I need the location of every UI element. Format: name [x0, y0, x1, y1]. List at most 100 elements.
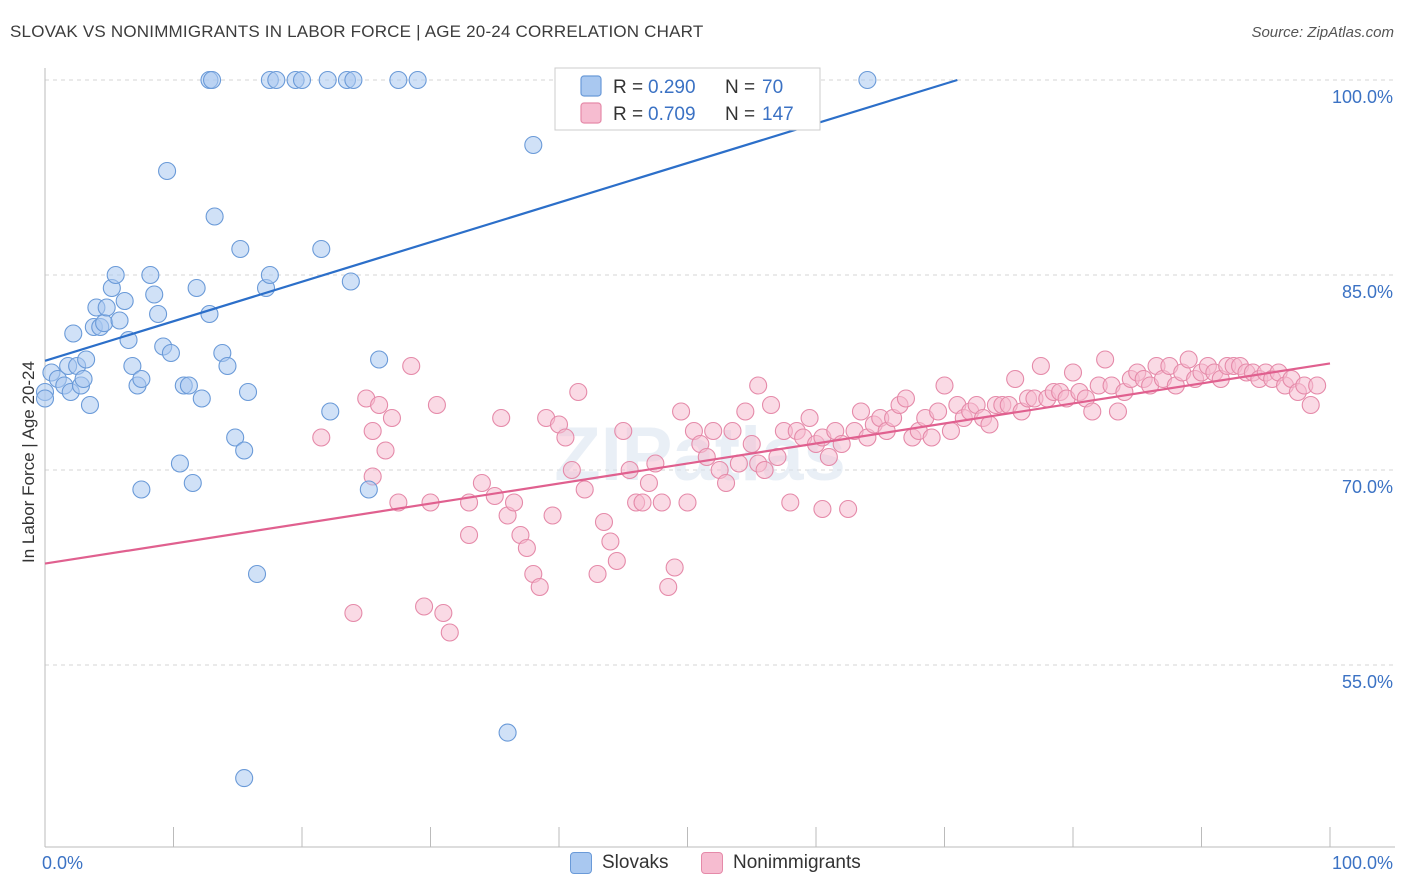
data-point: [742, 434, 761, 454]
data-point: [179, 376, 198, 395]
y-tick-labels: 100.0% 85.0% 70.0% 55.0%: [1332, 87, 1393, 692]
data-point: [267, 70, 286, 90]
data-point: [344, 603, 363, 623]
nonimmigrants-trend-line: [44, 362, 1331, 565]
data-point: [1308, 376, 1327, 395]
data-point: [434, 603, 453, 623]
legend-n-label: N =: [725, 77, 755, 98]
slovaks-points: [35, 70, 877, 788]
data-point: [321, 402, 340, 421]
data-point: [183, 473, 202, 493]
data-point: [517, 538, 536, 558]
data-point: [800, 408, 819, 428]
data-point: [459, 525, 479, 545]
data-point: [524, 135, 543, 155]
legend-swatch: [580, 102, 602, 124]
data-point: [132, 480, 151, 499]
axes: [44, 68, 1395, 848]
data-point: [652, 493, 671, 512]
data-point: [665, 558, 684, 577]
data-point: [736, 402, 755, 421]
data-point: [35, 389, 55, 408]
data-point: [614, 421, 633, 441]
data-point: [697, 447, 716, 467]
data-point: [543, 506, 562, 525]
data-point: [238, 382, 258, 402]
data-point: [1108, 402, 1128, 421]
y-tick-label: 70.0%: [1342, 477, 1393, 497]
data-point: [594, 512, 614, 532]
x-tick-label: 100.0%: [1332, 853, 1393, 873]
data-point: [231, 239, 250, 259]
nonimmigrants-swatch: [701, 852, 723, 874]
data-point: [235, 441, 254, 460]
data-point: [80, 395, 100, 415]
data-point: [363, 421, 382, 441]
data-point: [97, 298, 116, 317]
data-point: [440, 623, 459, 642]
data-point: [64, 324, 83, 343]
data-point: [158, 161, 177, 181]
y-axis-label: In Labor Force | Age 20-24: [19, 361, 38, 563]
data-point: [716, 473, 736, 493]
legend-r-label: R =: [613, 104, 643, 125]
data-point: [427, 395, 446, 415]
slovaks-swatch: [570, 852, 592, 874]
data-point: [318, 70, 337, 90]
data-point: [672, 402, 691, 421]
data-point: [1063, 363, 1083, 382]
data-point: [312, 428, 331, 447]
data-point: [292, 70, 312, 90]
data-point: [749, 376, 768, 395]
x-tick-label: 0.0%: [42, 853, 83, 873]
data-point: [344, 70, 363, 90]
data-point: [922, 428, 941, 447]
data-point: [588, 564, 607, 584]
data-point: [607, 551, 626, 571]
data-point: [359, 480, 378, 499]
data-point: [941, 421, 960, 441]
data-point: [218, 356, 237, 376]
data-point: [389, 493, 408, 512]
data-point: [530, 577, 549, 597]
legend-top: R = 0.290 N = 70 R = 0.709 N = 147: [554, 67, 821, 131]
data-point: [341, 272, 360, 291]
data-point: [115, 291, 134, 311]
data-point: [678, 493, 697, 512]
data-point: [851, 402, 871, 421]
data-point: [402, 356, 421, 376]
y-tick-label: 100.0%: [1332, 87, 1393, 107]
data-point: [192, 389, 211, 408]
y-tick-label: 85.0%: [1342, 282, 1393, 302]
data-point: [187, 278, 206, 298]
data-point: [1031, 356, 1050, 376]
data-point: [704, 421, 723, 441]
data-point: [247, 564, 267, 584]
legend-item-nonimmigrants: Nonimmigrants: [701, 852, 861, 874]
data-point: [110, 311, 129, 330]
data-point: [633, 493, 652, 512]
data-point: [569, 382, 588, 402]
data-point: [1083, 402, 1102, 421]
data-point: [1301, 395, 1320, 415]
data-point: [123, 356, 142, 376]
x-tick-labels: 0.0% 100.0%: [42, 853, 1393, 873]
data-point: [149, 304, 168, 324]
data-point: [935, 376, 954, 395]
data-point: [858, 70, 877, 90]
data-point: [95, 314, 114, 333]
legend-n-label: N =: [725, 104, 755, 125]
data-point: [575, 480, 594, 499]
data-point: [312, 239, 331, 259]
data-point: [205, 207, 224, 226]
legend-item-slovaks: Slovaks: [570, 852, 669, 874]
data-point: [203, 70, 222, 90]
data-point: [755, 460, 774, 480]
data-point: [659, 577, 678, 597]
data-point: [170, 454, 189, 473]
legend-label-slovaks: Slovaks: [602, 852, 669, 873]
data-point: [723, 421, 742, 441]
chart-source: Source: ZipAtlas.com: [1251, 24, 1394, 41]
data-point: [601, 532, 620, 551]
data-point: [382, 408, 402, 428]
